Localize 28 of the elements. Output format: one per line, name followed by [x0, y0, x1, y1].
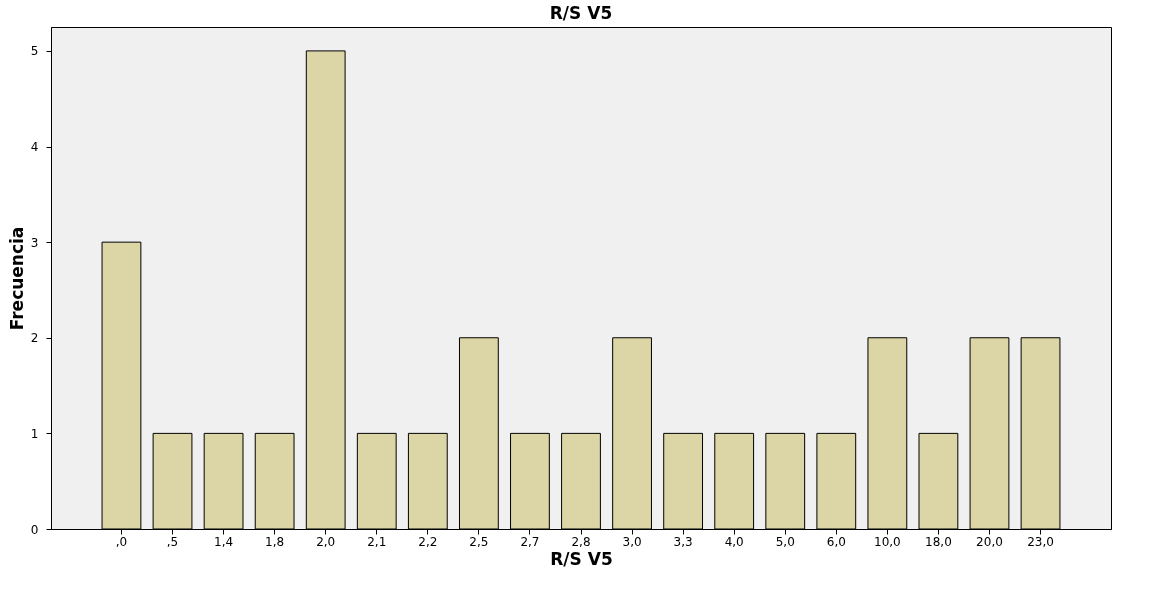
x-tick-label: 2,0: [316, 534, 336, 549]
x-tick-label: 1,8: [265, 534, 285, 549]
y-tick-label: 4: [30, 140, 39, 155]
x-tick-label: 2,2: [418, 534, 438, 549]
x-tick-label: 2,1: [367, 534, 387, 549]
x-tick-label: 1,4: [214, 534, 234, 549]
x-tick-label: 23,0: [1027, 534, 1054, 549]
y-axis-title: Frecuencia: [6, 226, 27, 331]
x-tick-label: 3,3: [673, 534, 693, 549]
x-tick-label: 5,0: [775, 534, 795, 549]
x-tick-label: 10,0: [874, 534, 901, 549]
x-tick-label: 2,7: [520, 534, 540, 549]
x-axis-title: R/S V5: [550, 548, 613, 569]
y-tick-label: 2: [30, 331, 39, 346]
x-tick-label: 2,5: [469, 534, 489, 549]
x-tick-label: 2,8: [571, 534, 591, 549]
x-tick-label: ,0: [115, 534, 128, 549]
x-tick-label: 4,0: [724, 534, 744, 549]
y-tick-label: 1: [30, 426, 39, 441]
y-tick-label: 3: [30, 235, 39, 250]
x-tick-label: 6,0: [826, 534, 846, 549]
x-tick-label: 20,0: [976, 534, 1003, 549]
x-tick-label: 3,0: [622, 534, 642, 549]
x-tick-label: 18,0: [925, 534, 952, 549]
y-tick-label: 5: [30, 44, 39, 59]
x-tick-label: ,5: [166, 534, 179, 549]
chart-title: R/S V5: [549, 3, 613, 23]
y-tick-label: 0: [30, 522, 39, 537]
